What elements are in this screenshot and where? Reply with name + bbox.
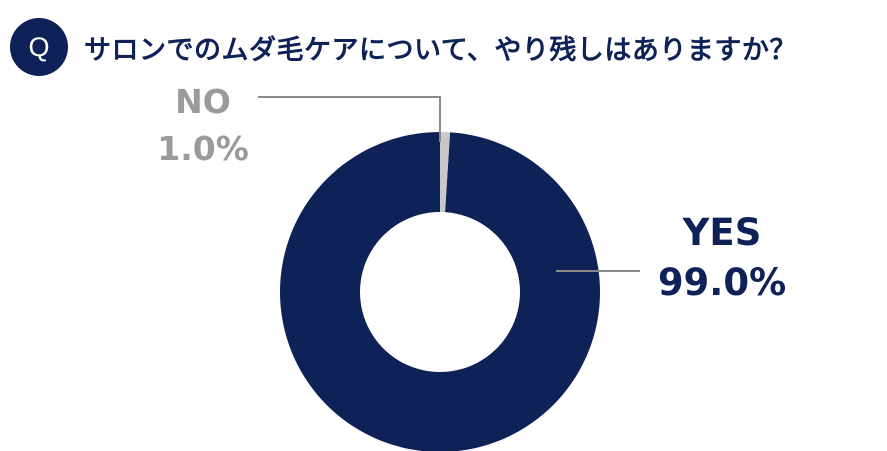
label-no-value: 1.0%: [157, 129, 249, 168]
leader-line-no: [258, 96, 441, 142]
label-yes-value: 99.0%: [658, 261, 786, 304]
slice-yes: [279, 132, 600, 451]
label-yes-name: YES: [682, 211, 762, 254]
slice-no: [440, 132, 451, 213]
question-title: サロンでのムダ毛ケアについて、やり残しはありますか？: [84, 35, 797, 66]
label-no-name: NO: [175, 82, 231, 121]
question-badge: Q: [10, 18, 68, 76]
